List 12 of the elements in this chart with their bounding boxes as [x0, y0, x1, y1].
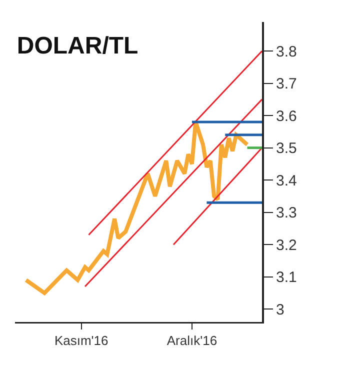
y-tick-label: 3.4 — [276, 172, 297, 190]
y-tick-label: 3 — [276, 301, 284, 318]
y-tick-label: 3.5 — [276, 140, 297, 158]
y-tick-label: 3.3 — [276, 204, 297, 222]
x-tick-label: Aralık'16 — [166, 333, 218, 348]
y-tick-label: 3.1 — [276, 269, 297, 286]
y-tick-label: 3.7 — [276, 76, 297, 93]
x-tick-label: Kasım'16 — [54, 333, 108, 348]
y-tick-label: 3.2 — [276, 236, 297, 254]
y-tick-label: 3.8 — [276, 43, 297, 60]
y-tick-label: 3.6 — [276, 108, 297, 125]
text: DOLAR/TL — [16, 32, 138, 60]
